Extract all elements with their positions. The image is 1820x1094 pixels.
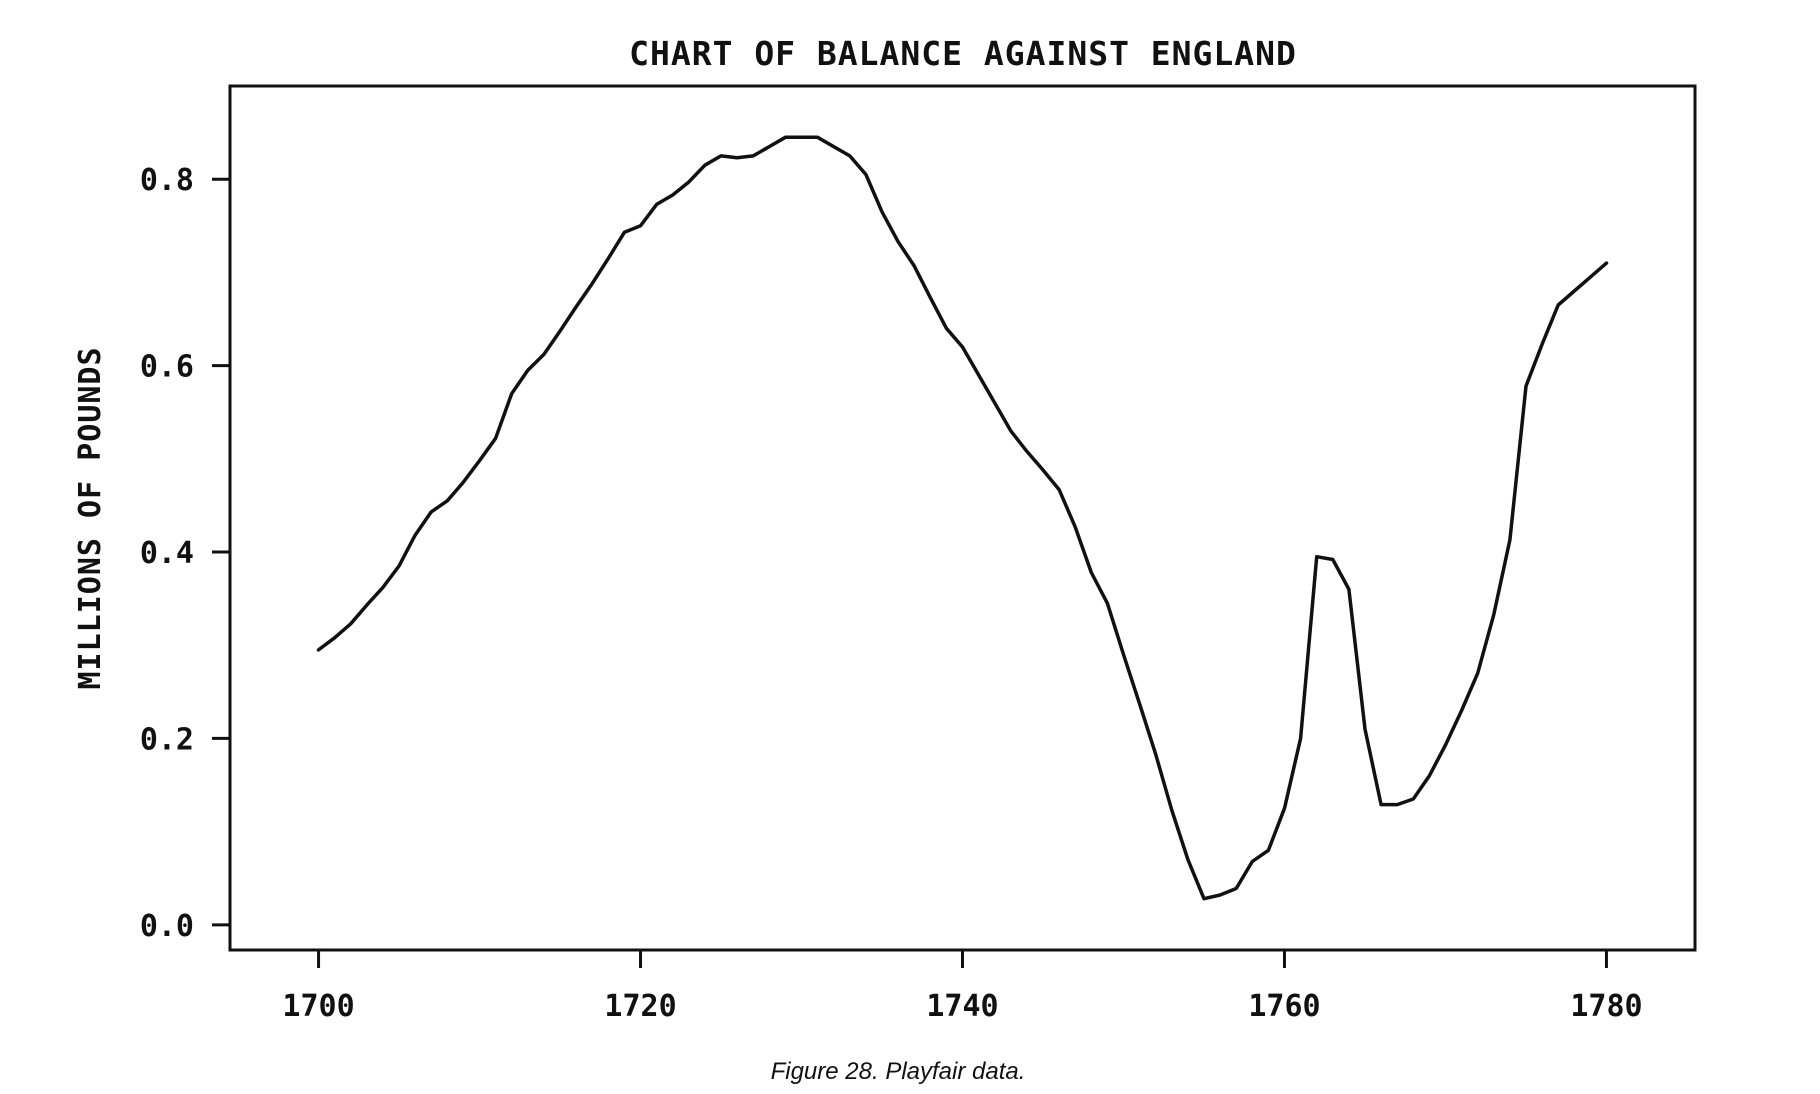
x-tick-label: 1740 [926, 989, 998, 1024]
series-group [316, 135, 1609, 901]
chart-title: CHART OF BALANCE AGAINST ENGLAND [629, 34, 1297, 73]
x-tick-label: 1720 [604, 989, 676, 1024]
x-tick-label: 1760 [1248, 989, 1320, 1024]
y-tick-label: 0.8 [140, 163, 194, 198]
series-line [316, 135, 1609, 901]
y-axis: 0.0 0.2 0.4 0.6 0.8 [140, 163, 230, 944]
x-tick-label: 1780 [1570, 989, 1642, 1024]
x-tick-label: 1700 [282, 989, 354, 1024]
figure-caption: Figure 28. Playfair data. [771, 1058, 1026, 1085]
plot-frame [228, 84, 1697, 952]
y-axis-label: MILLIONS OF POUNDS [73, 346, 108, 689]
y-tick-label: 0.2 [140, 722, 194, 757]
y-tick-label: 0.4 [140, 536, 194, 571]
x-axis: 1700 1720 1740 1760 1780 [282, 950, 1643, 1024]
y-tick-label: 0.6 [140, 350, 194, 385]
y-tick-label: 0.0 [140, 909, 194, 944]
